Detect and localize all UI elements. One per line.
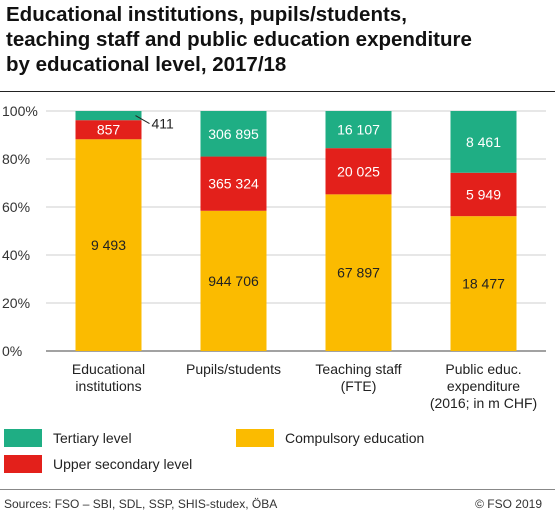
data-label: 9 493 <box>91 237 126 253</box>
legend-swatch-tertiary <box>4 429 42 447</box>
legend-compulsory: Compulsory education <box>236 429 424 447</box>
footer-sources: Sources: FSO – SBI, SDL, SSP, SHIS-stude… <box>4 497 278 511</box>
data-label: 411 <box>152 116 175 132</box>
footer-divider <box>0 489 555 490</box>
bar-segment <box>325 111 392 149</box>
bar-segment <box>75 139 142 351</box>
x-tick-label: Pupils/students <box>186 361 281 377</box>
y-tick-label: 0% <box>2 343 22 359</box>
bar-segment <box>75 120 142 140</box>
data-label: 5 949 <box>466 186 501 202</box>
y-tick-label: 100% <box>2 103 38 119</box>
data-label: 944 706 <box>208 273 259 289</box>
chart-title: Educational institutions, pupils/student… <box>6 3 472 76</box>
data-label: 365 324 <box>208 176 259 192</box>
data-label: 18 477 <box>462 276 505 292</box>
bar-segment <box>450 172 517 217</box>
title-divider <box>0 91 555 92</box>
bar-segment <box>450 111 517 173</box>
y-tick-label: 80% <box>2 151 30 167</box>
bar-segment <box>200 156 267 211</box>
legend-swatch-upper-secondary <box>4 455 42 473</box>
data-label: 67 897 <box>337 265 380 281</box>
legend-label-compulsory: Compulsory education <box>285 430 425 446</box>
bar-segment <box>75 111 142 121</box>
footer-copyright: © FSO 2019 <box>475 497 542 511</box>
legend-tertiary: Tertiary level <box>4 429 132 447</box>
bar-segment <box>450 216 517 351</box>
bar-segment <box>325 148 392 195</box>
bar-segment <box>325 194 392 351</box>
bar-segment <box>200 111 267 157</box>
bar-segment <box>200 210 267 351</box>
legend-upper-secondary: Upper secondary level <box>4 455 192 473</box>
data-label: 306 895 <box>208 126 259 142</box>
legend-label-upper-secondary: Upper secondary level <box>53 456 193 472</box>
y-tick-label: 60% <box>2 199 30 215</box>
y-tick-label: 20% <box>2 295 30 311</box>
y-tick-label: 40% <box>2 247 30 263</box>
stacked-bar-chart: 0% 20% 40% 60% 80% 100% 9 493 857 411 Educational… <box>2 103 546 411</box>
data-label: 8 461 <box>466 134 501 150</box>
data-label: 857 <box>97 122 121 138</box>
x-tick-label: Educational institutions <box>72 361 145 394</box>
data-label: 16 107 <box>337 122 380 138</box>
legend-label-tertiary: Tertiary level <box>53 430 132 446</box>
data-label: 20 025 <box>337 163 380 179</box>
x-tick-label: Public educ. expenditure (2016; in m CHF) <box>430 361 537 411</box>
legend-swatch-compulsory <box>236 429 274 447</box>
callout-leader <box>135 115 150 125</box>
x-tick-label: Teaching staff (FTE) <box>315 361 401 394</box>
